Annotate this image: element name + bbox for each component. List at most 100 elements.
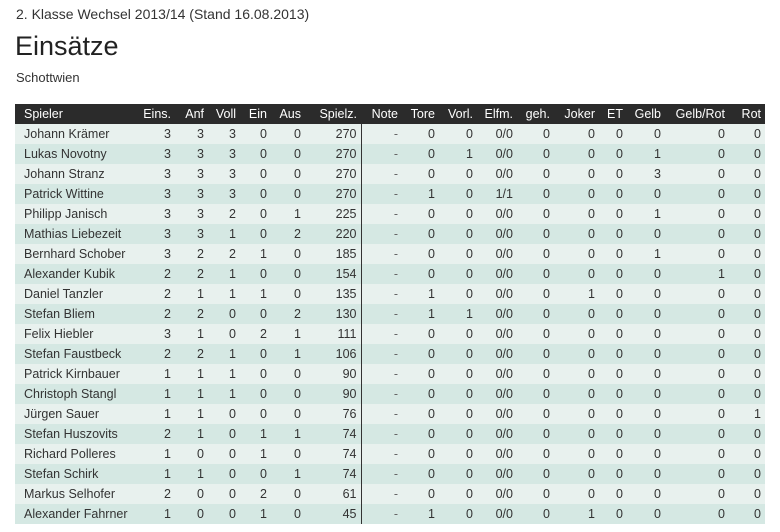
stat-cell: 0 xyxy=(599,484,627,504)
stat-cell: 0/0 xyxy=(477,144,517,164)
column-header[interactable]: Note xyxy=(361,104,402,124)
stat-cell: 0 xyxy=(599,384,627,404)
stat-cell: 0 xyxy=(554,144,599,164)
column-header[interactable]: Gelb xyxy=(627,104,665,124)
column-header[interactable]: Tore xyxy=(402,104,439,124)
column-header[interactable]: Anf xyxy=(175,104,208,124)
column-header[interactable]: Vorl. xyxy=(439,104,477,124)
stat-cell: 0 xyxy=(599,464,627,484)
stat-cell: 3 xyxy=(208,184,240,204)
stat-cell: 3 xyxy=(175,164,208,184)
stat-cell: 3 xyxy=(140,164,175,184)
stat-cell: 0 xyxy=(627,124,665,144)
stat-cell: 0 xyxy=(665,364,729,384)
column-header[interactable]: Ein xyxy=(240,104,271,124)
player-name: Felix Hiebler xyxy=(15,324,140,344)
table-row: Philipp Janisch 3 3 2 0 1 225-0 0 0/0 0 0 0 1 0 0 xyxy=(15,204,765,224)
stat-cell: 0 xyxy=(439,504,477,524)
stat-cell: 1 xyxy=(140,444,175,464)
stat-cell: 1 xyxy=(665,264,729,284)
stat-cell: 0 xyxy=(402,324,439,344)
stat-cell: 0 xyxy=(729,344,765,364)
stat-cell: 0 xyxy=(402,484,439,504)
stat-cell: 0 xyxy=(175,484,208,504)
stat-cell: 0 xyxy=(729,464,765,484)
stat-cell: 0 xyxy=(627,344,665,364)
stat-cell: 0 xyxy=(439,384,477,404)
stat-cell: 0 xyxy=(554,404,599,424)
stat-cell: 0 xyxy=(439,424,477,444)
stat-cell: 0 xyxy=(627,184,665,204)
table-row: Stefan Huszovits 2 1 0 1 1 74-0 0 0/0 0 0 0 0 0 0 xyxy=(15,424,765,444)
stat-cell: 0 xyxy=(175,444,208,464)
stat-cell: 0 xyxy=(554,444,599,464)
column-header[interactable]: Spielz. xyxy=(305,104,361,124)
stat-cell: 1 xyxy=(402,184,439,204)
stat-cell: - xyxy=(361,284,402,304)
stat-cell: 0 xyxy=(271,164,305,184)
stat-cell: 3 xyxy=(140,224,175,244)
stat-cell: 0 xyxy=(439,444,477,464)
stat-cell: 0 xyxy=(729,484,765,504)
column-header[interactable]: Rot xyxy=(729,104,765,124)
stat-cell: 0 xyxy=(665,224,729,244)
stat-cell: 225 xyxy=(305,204,362,224)
stat-cell: 0 xyxy=(208,444,240,464)
stat-cell: 0 xyxy=(439,124,477,144)
stat-cell: - xyxy=(361,304,402,324)
stat-cell: 3 xyxy=(627,164,665,184)
stat-cell: 0 xyxy=(402,444,439,464)
stat-cell: 1 xyxy=(175,384,208,404)
player-name: Alexander Fahrner xyxy=(15,504,140,524)
column-header[interactable]: Spieler xyxy=(15,104,140,124)
table-row: Richard Polleres 1 0 0 1 0 74-0 0 0/0 0 0 0 0 0 0 xyxy=(15,444,765,464)
stat-cell: 1 xyxy=(554,284,599,304)
stat-cell: 0 xyxy=(554,244,599,264)
stat-cell: 0 xyxy=(402,124,439,144)
stat-cell: 0 xyxy=(208,424,240,444)
stat-cell: 1 xyxy=(271,344,305,364)
stat-cell: 0/0 xyxy=(477,204,517,224)
stat-cell: 3 xyxy=(175,184,208,204)
stat-cell: 2 xyxy=(140,304,175,324)
stat-cell: 0/0 xyxy=(477,444,517,464)
column-header[interactable]: ET xyxy=(599,104,627,124)
column-header[interactable]: Gelb/Rot xyxy=(665,104,729,124)
table-row: Bernhard Schober 3 2 2 1 0 185-0 0 0/0 0 0 0 1 0 0 xyxy=(15,244,765,264)
player-name: Jürgen Sauer xyxy=(15,404,140,424)
stat-cell: 1 xyxy=(208,384,240,404)
stat-cell: 1 xyxy=(271,424,305,444)
stat-cell: 0 xyxy=(665,144,729,164)
column-header[interactable]: Joker xyxy=(554,104,599,124)
stat-cell: 0 xyxy=(599,204,627,224)
stat-cell: 0 xyxy=(402,224,439,244)
stat-cell: 0 xyxy=(599,504,627,524)
stat-cell: 0 xyxy=(599,244,627,264)
stat-cell: 0 xyxy=(517,484,554,504)
stat-cell: 0 xyxy=(402,204,439,224)
column-header[interactable]: geh. xyxy=(517,104,554,124)
column-header[interactable]: Voll xyxy=(208,104,240,124)
stat-cell: 0 xyxy=(517,304,554,324)
player-name: Patrick Kirnbauer xyxy=(15,364,140,384)
table-row: Alexander Kubik 2 2 1 0 0 154-0 0 0/0 0 0 0 0 1 0 xyxy=(15,264,765,284)
stat-cell: 0 xyxy=(627,424,665,444)
stat-cell: 0 xyxy=(402,264,439,284)
stat-cell: 0 xyxy=(627,384,665,404)
stat-cell: 0 xyxy=(554,224,599,244)
stat-cell: 0 xyxy=(665,284,729,304)
stat-cell: 0/0 xyxy=(477,404,517,424)
stat-cell: 2 xyxy=(175,304,208,324)
column-header[interactable]: Aus xyxy=(271,104,305,124)
table-row: Christoph Stangl 1 1 1 0 0 90-0 0 0/0 0 0 0 0 0 0 xyxy=(15,384,765,404)
stat-cell: 1 xyxy=(439,144,477,164)
stat-cell: 111 xyxy=(305,324,362,344)
stat-cell: 2 xyxy=(140,344,175,364)
column-header[interactable]: Eins. xyxy=(140,104,175,124)
stat-cell: 0 xyxy=(517,264,554,284)
stat-cell: 0 xyxy=(439,324,477,344)
column-header[interactable]: Elfm. xyxy=(477,104,517,124)
stat-cell: 3 xyxy=(208,144,240,164)
player-name: Johann Krämer xyxy=(15,124,140,144)
stat-cell: 0 xyxy=(517,244,554,264)
